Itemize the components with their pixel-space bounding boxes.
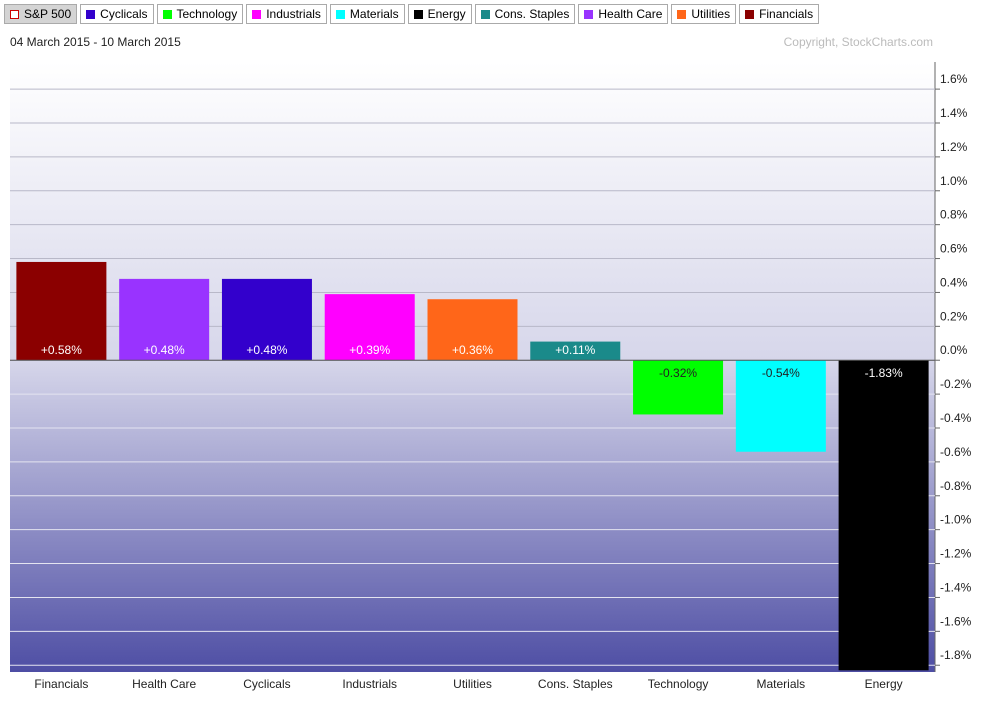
bar bbox=[119, 278, 210, 361]
bar bbox=[838, 360, 929, 671]
y-tick-label: 1.2% bbox=[940, 140, 968, 154]
legend-label: S&P 500 bbox=[24, 7, 72, 21]
y-tick-label: -1.8% bbox=[940, 648, 972, 662]
legend-label: Cyclicals bbox=[100, 7, 148, 21]
y-tick-label: -0.2% bbox=[940, 377, 972, 391]
y-tick-label: 0.6% bbox=[940, 242, 968, 256]
y-tick-label: 0.2% bbox=[940, 309, 968, 323]
legend-swatch bbox=[584, 9, 594, 19]
legend-swatch bbox=[677, 9, 687, 19]
subtitle: 04 March 2015 - 10 March 2015 bbox=[10, 35, 181, 49]
legend-label: Technology bbox=[176, 7, 238, 21]
legend-item[interactable]: Materials bbox=[329, 4, 405, 24]
y-tick-label: -0.6% bbox=[940, 445, 972, 459]
legend-label: Energy bbox=[427, 7, 466, 21]
x-tick-label: Energy bbox=[865, 677, 903, 691]
legend-swatch bbox=[86, 9, 96, 19]
legend-swatch bbox=[162, 9, 172, 19]
copyright: Copyright, StockCharts.com bbox=[784, 35, 933, 49]
value-label: +0.39% bbox=[349, 343, 390, 357]
value-label: -0.32% bbox=[659, 366, 697, 380]
legend-swatch bbox=[745, 9, 755, 19]
value-label: +0.36% bbox=[452, 343, 493, 357]
legend-swatch bbox=[10, 9, 19, 19]
x-tick-label: Materials bbox=[756, 677, 805, 691]
y-tick-label: -1.0% bbox=[940, 513, 972, 527]
y-tick-label: -1.2% bbox=[940, 547, 972, 561]
y-tick-label: -1.6% bbox=[940, 614, 972, 628]
legend-item[interactable]: Cons. Staples bbox=[474, 4, 576, 24]
y-tick-label: -0.8% bbox=[940, 479, 972, 493]
x-tick-label: Cons. Staples bbox=[538, 677, 613, 691]
legend-label: Cons. Staples bbox=[494, 7, 570, 21]
x-tick-label: Financials bbox=[34, 677, 88, 691]
legend-item[interactable]: Technology bbox=[156, 4, 244, 24]
x-tick-label: Technology bbox=[648, 677, 709, 691]
legend-item[interactable]: Cyclicals bbox=[80, 4, 154, 24]
bar bbox=[633, 360, 724, 415]
legend-item[interactable]: Industrials bbox=[246, 4, 327, 24]
y-tick-label: 0.0% bbox=[940, 343, 968, 357]
legend-label: Utilities bbox=[691, 7, 731, 21]
bar bbox=[324, 294, 415, 361]
legend-item[interactable]: S&P 500 bbox=[4, 4, 78, 24]
bar bbox=[221, 278, 312, 361]
y-tick-label: 1.4% bbox=[940, 106, 968, 120]
x-tick-label: Utilities bbox=[453, 677, 492, 691]
legend-label: Financials bbox=[759, 7, 814, 21]
legend-label: Health Care bbox=[598, 7, 663, 21]
y-tick-label: 0.8% bbox=[940, 208, 968, 222]
value-label: -0.54% bbox=[762, 366, 800, 380]
y-tick-label: -1.4% bbox=[940, 580, 972, 594]
value-label: +0.48% bbox=[246, 343, 287, 357]
legend-item[interactable]: Utilities bbox=[671, 4, 737, 24]
x-tick-label: Health Care bbox=[132, 677, 196, 691]
y-tick-label: 0.4% bbox=[940, 275, 968, 289]
bar bbox=[16, 261, 107, 361]
bar bbox=[735, 360, 826, 452]
y-tick-label: 1.0% bbox=[940, 174, 968, 188]
legend-item[interactable]: Health Care bbox=[578, 4, 669, 24]
value-label: +0.58% bbox=[41, 343, 82, 357]
legend-label: Industrials bbox=[266, 7, 321, 21]
legend-item[interactable]: Financials bbox=[739, 4, 820, 24]
x-tick-label: Cyclicals bbox=[243, 677, 290, 691]
legend-label: Materials bbox=[349, 7, 399, 21]
value-label: +0.48% bbox=[144, 343, 185, 357]
value-label: -1.83% bbox=[865, 366, 903, 380]
legend-swatch bbox=[413, 9, 423, 19]
bar bbox=[530, 341, 621, 361]
legend: S&P 500 Cyclicals Technology Industrials Mat… bbox=[4, 4, 820, 24]
x-tick-label: Industrials bbox=[342, 677, 397, 691]
legend-swatch bbox=[252, 9, 262, 19]
bar bbox=[427, 299, 518, 361]
legend-item[interactable]: Energy bbox=[407, 4, 472, 24]
y-tick-label: 1.6% bbox=[940, 72, 968, 86]
value-label: +0.11% bbox=[555, 343, 595, 357]
legend-swatch bbox=[335, 9, 345, 19]
legend-swatch bbox=[480, 9, 490, 19]
y-tick-label: -0.4% bbox=[940, 411, 972, 425]
